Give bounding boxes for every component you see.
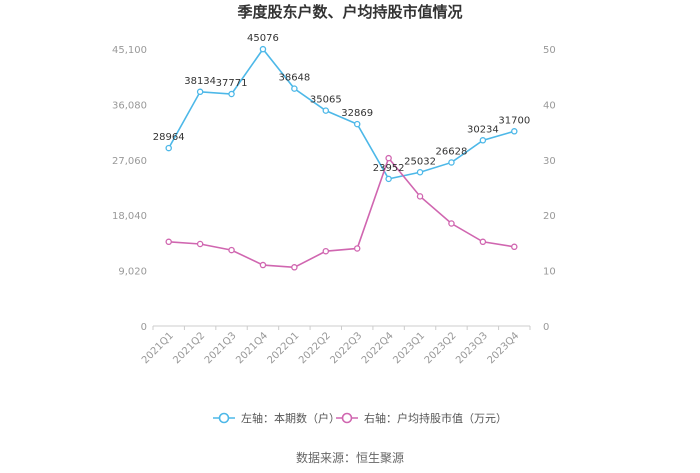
chart-title: 季度股东户数、户均持股市值情况	[237, 3, 462, 21]
left-axis-tick-label: 18,040	[112, 211, 147, 222]
data-label: 37771	[216, 78, 248, 89]
right-axis-tick-label: 30	[543, 156, 556, 167]
right-axis-tick-label: 20	[543, 211, 556, 222]
data-point	[196, 88, 204, 96]
axes: 0 9,020 18,040 27,060 36,080 45,100 0 10 20 30 40 5…	[112, 45, 556, 366]
data-point	[353, 245, 361, 252]
x-axis-tick-label: 2021Q4	[234, 330, 270, 366]
data-point	[291, 85, 298, 92]
data-point	[228, 246, 235, 254]
data-point	[385, 175, 392, 183]
data-point	[416, 169, 424, 176]
x-axis-tick-label: 2021Q3	[203, 330, 239, 366]
series-layer	[165, 45, 518, 271]
data-point	[511, 128, 518, 135]
data-label: 32869	[341, 108, 373, 119]
legend-marker-2	[341, 412, 353, 424]
right-axis-tick-label: 10	[543, 267, 556, 278]
data-point	[165, 238, 172, 246]
x-axis-tick-label: 2022Q3	[328, 330, 364, 366]
data-point	[259, 45, 267, 53]
left-axis-tick-label: 0	[141, 322, 147, 333]
data-point	[322, 107, 330, 114]
right-axis-tick-label: 0	[543, 322, 549, 333]
data-point	[259, 261, 267, 269]
legend-marker-1	[218, 412, 230, 424]
source-note: 数据来源：恒生聚源	[296, 450, 404, 465]
data-point	[416, 193, 424, 200]
x-axis-tick-label: 2022Q1	[266, 330, 302, 366]
series-line-1	[168, 47, 515, 180]
x-axis-tick-label: 2023Q3	[454, 330, 490, 366]
data-point	[511, 243, 518, 251]
data-point	[353, 120, 361, 128]
data-point	[479, 238, 487, 246]
x-axis-tick-label: 2023Q2	[423, 330, 459, 366]
data-point	[291, 264, 298, 271]
right-axis-tick-label: 40	[543, 100, 556, 111]
data-label: 30234	[467, 124, 499, 135]
data-label: 26628	[436, 146, 468, 157]
data-label: 28964	[153, 132, 185, 143]
data-label: 38134	[184, 76, 216, 87]
data-label: 35065	[310, 95, 342, 106]
legend: 左轴：本期数（户） 右轴：户均持股市值（万元）	[213, 411, 507, 425]
left-axis-tick-label: 9,020	[118, 267, 147, 278]
right-axis-tick-label: 50	[543, 45, 556, 56]
data-label: 38648	[278, 73, 310, 84]
data-point	[228, 90, 235, 98]
data-point	[165, 144, 172, 152]
data-point	[322, 247, 330, 255]
x-axis-tick-label: 2023Q4	[486, 330, 522, 366]
x-axis-tick-label: 2021Q1	[140, 330, 176, 366]
data-point	[448, 220, 455, 227]
data-point	[385, 154, 392, 162]
x-axis-tick-label: 2022Q2	[297, 330, 333, 366]
data-label: 31700	[498, 115, 530, 126]
data-point	[479, 137, 487, 144]
legend-label-2: 右轴：户均持股市值（万元）	[364, 411, 507, 425]
left-axis-tick-label: 45,100	[112, 45, 147, 56]
legend-label-1: 左轴：本期数（户）	[241, 411, 340, 425]
x-axis-tick-label: 2022Q4	[360, 330, 396, 366]
data-point	[448, 159, 455, 166]
left-axis-tick-label: 36,080	[112, 100, 147, 111]
data-label: 23952	[373, 163, 405, 174]
series-line-2	[168, 156, 515, 269]
data-label: 25032	[404, 156, 436, 167]
data-label: 45076	[247, 33, 279, 44]
x-axis-tick-label: 2023Q1	[391, 330, 427, 366]
x-axis-tick-label: 2021Q2	[171, 330, 207, 366]
left-axis-tick-label: 27,060	[112, 156, 147, 167]
data-point	[196, 240, 204, 248]
